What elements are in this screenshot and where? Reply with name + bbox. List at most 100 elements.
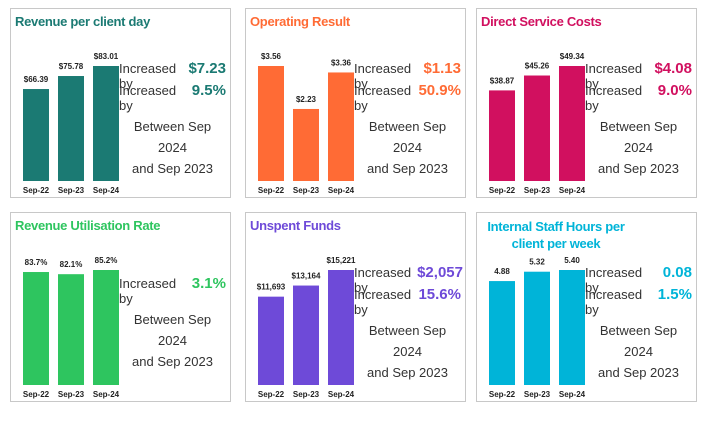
change-label: Increased by <box>585 82 643 113</box>
chart-title: Direct Service Costs <box>481 14 602 29</box>
x-tick-label: Sep-22 <box>489 186 516 195</box>
data-label: $38.87 <box>490 76 515 85</box>
bar <box>559 66 585 181</box>
change-label: Increased by <box>119 275 177 306</box>
change-row: Increased by 9.5% <box>119 81 226 113</box>
bar <box>524 75 550 181</box>
period-note: Between Sep 2024 and Sep 2023 <box>119 116 226 179</box>
x-tick-label: Sep-24 <box>559 186 586 195</box>
note-line: Between Sep 2024 <box>599 118 678 155</box>
change-value: 1.5% <box>657 285 692 303</box>
change-label: Increased by <box>354 60 412 91</box>
period-note: Between Sep 2024 and Sep 2023 <box>354 320 461 383</box>
data-label: 5.32 <box>529 258 545 267</box>
change-value: 9.5% <box>191 81 226 99</box>
bar <box>58 274 84 385</box>
data-label: $15,221 <box>327 256 356 265</box>
chart-panel: Internal Staff Hours per client per week… <box>476 212 697 402</box>
note-line: and Sep 2023 <box>132 353 213 369</box>
bar <box>328 72 354 181</box>
change-value: 9.0% <box>657 81 692 99</box>
bar <box>489 90 515 181</box>
chart-title: Revenue per client day <box>15 14 151 29</box>
data-label: $75.78 <box>59 62 84 71</box>
change-value: $1.13 <box>423 59 461 77</box>
bar <box>258 66 284 181</box>
bar <box>23 89 49 181</box>
chart-panel: Direct Service Costs $38.87 Sep-22 $45.26 Se… <box>476 8 697 198</box>
change-row: Increased by 0.08 <box>585 263 692 295</box>
change-value: $7.23 <box>188 59 226 77</box>
bar <box>23 272 49 385</box>
summary: Increased by $2,057 Increased by 15.6% Betwe… <box>354 263 463 383</box>
bar <box>524 271 550 385</box>
change-row: Increased by $7.23 <box>119 59 226 91</box>
x-tick-label: Sep-22 <box>258 390 285 399</box>
change-row: Increased by $2,057 <box>354 264 463 295</box>
x-tick-label: Sep-24 <box>328 390 355 399</box>
note-line: Between Sep 2024 <box>368 118 447 155</box>
bar <box>93 66 119 181</box>
bar <box>58 76 84 181</box>
change-value: 3.1% <box>191 274 226 292</box>
summary: Increased by 3.1% Between Sep 2024 and Sep … <box>119 263 226 383</box>
data-label: $83.01 <box>94 52 119 61</box>
change-value: 50.9% <box>418 81 461 99</box>
x-tick-label: Sep-22 <box>258 186 285 195</box>
bar <box>559 270 585 385</box>
change-row: Increased by 1.5% <box>585 285 692 317</box>
note-line: and Sep 2023 <box>367 160 448 176</box>
change-value: 0.08 <box>662 263 692 281</box>
change-label: Increased by <box>354 82 412 113</box>
chart-title: Internal Staff Hours per client per week <box>487 219 625 251</box>
change-label: Increased by <box>119 82 177 113</box>
bar <box>93 270 119 385</box>
x-tick-label: Sep-23 <box>524 390 551 399</box>
bar <box>328 270 354 385</box>
data-label: 85.2% <box>95 256 118 265</box>
x-tick-label: Sep-24 <box>559 390 586 399</box>
change-label: Increased by <box>585 286 643 317</box>
data-label: $2.23 <box>296 95 317 104</box>
period-note: Between Sep 2024 and Sep 2023 <box>585 116 692 179</box>
chart: $11,693 Sep-22 $13,164 Sep-23 $15,221 Sep-24 <box>257 256 356 399</box>
x-tick-label: Sep-24 <box>328 186 355 195</box>
bar <box>258 296 284 385</box>
period-note: Between Sep 2024 and Sep 2023 <box>354 116 461 179</box>
bar <box>293 108 319 181</box>
x-tick-label: Sep-23 <box>293 186 320 195</box>
note-line: Between Sep 2024 <box>599 322 678 359</box>
chart-title: Revenue Utilisation Rate <box>15 218 161 233</box>
change-label: Increased by <box>354 264 412 295</box>
chart-panel: Revenue per client day $66.39 Sep-22 $75.78… <box>10 8 231 198</box>
chart-panel: Revenue Utilisation Rate 83.7% Sep-22 82.1%… <box>10 212 231 402</box>
x-tick-label: Sep-24 <box>93 390 120 399</box>
change-value: 15.6% <box>418 285 461 303</box>
change-label: Increased by <box>585 264 643 295</box>
bar <box>489 281 515 385</box>
x-tick-label: Sep-23 <box>58 390 85 399</box>
change-label: Increased by <box>354 286 412 317</box>
summary: Increased by 0.08 Increased by 1.5% Between … <box>585 263 692 383</box>
x-tick-label: Sep-23 <box>58 186 85 195</box>
x-tick-label: Sep-24 <box>93 186 120 195</box>
data-label: $3.56 <box>261 52 282 61</box>
data-label: $49.34 <box>560 52 585 61</box>
note-line: Between Sep 2024 <box>368 322 447 359</box>
x-tick-label: Sep-23 <box>524 186 551 195</box>
note-line: Between Sep 2024 <box>133 311 212 348</box>
chart-panel: Operating Result $3.56 Sep-22 $2.23 Sep-23 $3… <box>245 8 466 198</box>
x-tick-label: Sep-23 <box>293 390 320 399</box>
period-note: Between Sep 2024 and Sep 2023 <box>119 309 226 372</box>
summary: Increased by $7.23 Increased by 9.5% Between… <box>119 59 226 179</box>
chart-title: Unspent Funds <box>250 218 341 233</box>
change-row: Increased by $1.13 <box>354 59 461 91</box>
chart: 4.88 Sep-22 5.32 Sep-23 5.40 Sep-24 <box>489 256 586 399</box>
note-line: and Sep 2023 <box>598 364 679 380</box>
change-label: Increased by <box>585 60 643 91</box>
x-tick-label: Sep-22 <box>23 186 50 195</box>
data-label: 83.7% <box>25 258 48 267</box>
note-line: and Sep 2023 <box>132 160 213 176</box>
chart-panel: Unspent Funds $11,693 Sep-22 $13,164 Sep-23 $… <box>245 212 466 402</box>
